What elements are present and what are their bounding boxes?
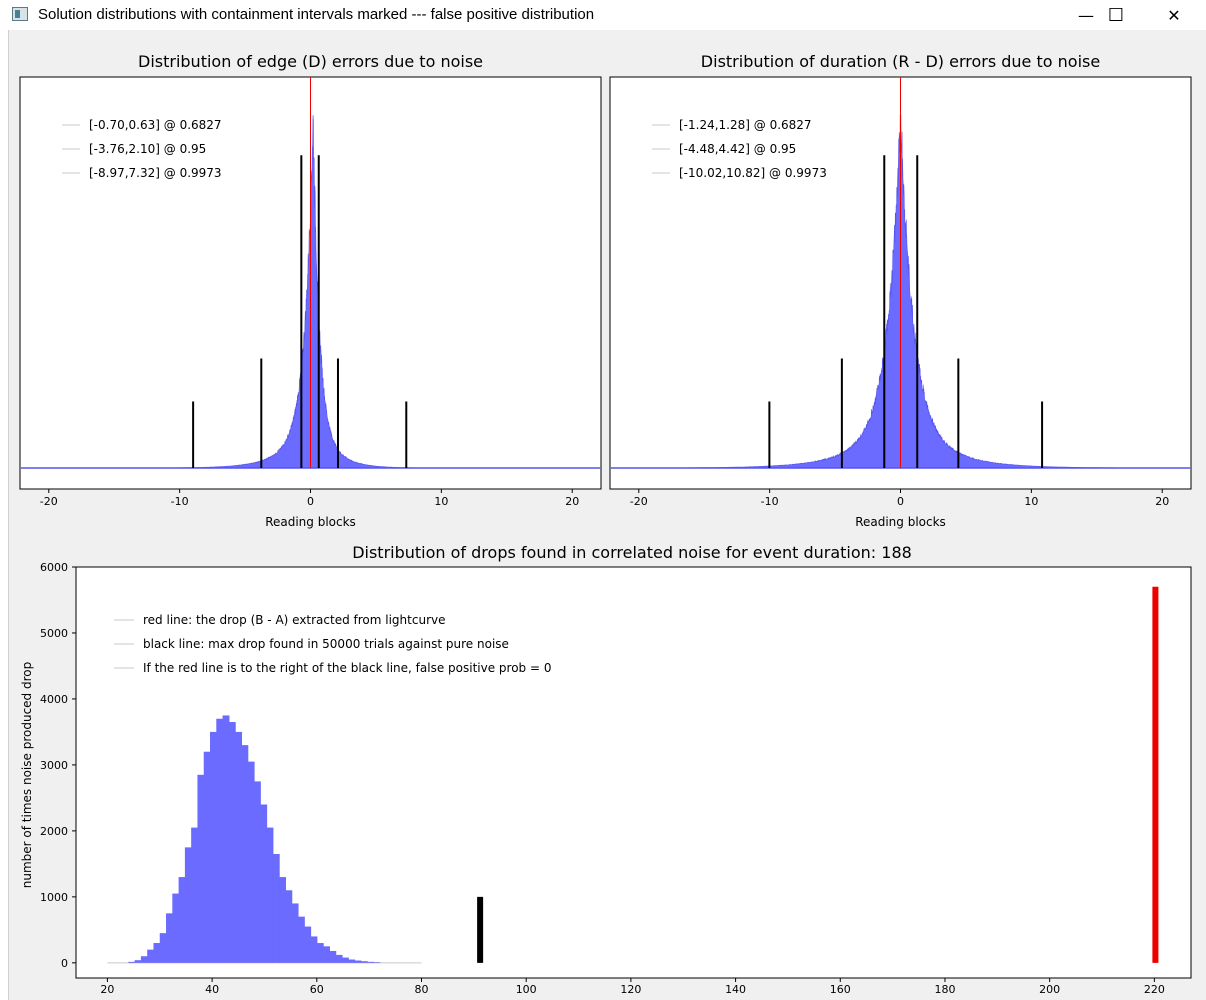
histogram-bar xyxy=(216,718,224,963)
histogram-bar xyxy=(310,936,318,963)
histogram-bar xyxy=(178,877,186,963)
y-tick-label: 3000 xyxy=(40,759,68,772)
y-tick-label: 1000 xyxy=(40,891,68,904)
left-window-edge xyxy=(0,30,9,1000)
histogram-bar xyxy=(272,853,280,963)
x-tick-label: 0 xyxy=(897,495,904,508)
histogram-bar xyxy=(147,949,155,963)
x-axis-label: Reading blocks xyxy=(265,515,356,529)
x-tick-label: 20 xyxy=(1155,495,1169,508)
x-tick-label: 80 xyxy=(414,983,428,996)
histogram-bar xyxy=(184,847,192,963)
chart-title: Distribution of drops found in correlate… xyxy=(352,543,912,562)
x-tick-label: 100 xyxy=(516,983,537,996)
histogram-bar xyxy=(197,774,205,963)
y-tick-label: 6000 xyxy=(40,561,68,574)
false-positive-plot: Distribution of drops found in correlate… xyxy=(20,543,1192,996)
histogram-bar xyxy=(367,961,374,963)
x-tick-label: 180 xyxy=(934,983,955,996)
x-tick-label: 20 xyxy=(565,495,579,508)
histogram-bar xyxy=(140,956,148,963)
histogram-bar xyxy=(153,943,161,963)
x-tick-label: 220 xyxy=(1144,983,1165,996)
legend-entry: [-4.48,4.42] @ 0.95 xyxy=(679,142,796,156)
histogram-bar xyxy=(247,761,255,963)
y-axis-label: number of times noise produced drop xyxy=(20,662,34,888)
close-button[interactable]: ✕ xyxy=(1167,5,1181,25)
x-tick-label: 140 xyxy=(725,983,746,996)
legend-entry: [-10.02,10.82] @ 0.9973 xyxy=(679,166,827,180)
x-axis-label: Reading blocks xyxy=(855,515,946,529)
x-tick-label: -10 xyxy=(761,495,779,508)
maximize-button[interactable]: ☐ xyxy=(1107,4,1125,26)
x-tick-label: 0 xyxy=(307,495,314,508)
histogram-bar xyxy=(235,731,243,963)
histogram-bar xyxy=(191,827,199,963)
chart-title: Distribution of edge (D) errors due to n… xyxy=(138,52,483,71)
duration-error-plot: Distribution of duration (R - D) errors … xyxy=(609,52,1192,529)
histogram-bar xyxy=(260,804,268,963)
x-tick-label: 40 xyxy=(205,983,219,996)
x-tick-label: -20 xyxy=(630,495,648,508)
histogram-bar xyxy=(360,961,368,963)
legend-entry: If the red line is to the right of the b… xyxy=(143,661,551,675)
y-tick-label: 2000 xyxy=(40,825,68,838)
histogram-bar xyxy=(329,950,337,963)
histogram-bar xyxy=(203,751,211,963)
x-tick-label: 120 xyxy=(620,983,641,996)
legend-entry: black line: max drop found in 50000 tria… xyxy=(143,637,509,651)
x-tick-label: 60 xyxy=(310,983,324,996)
histogram-bar xyxy=(348,959,356,963)
x-tick-label: 200 xyxy=(1039,983,1060,996)
histogram-bar xyxy=(159,933,167,963)
title-bar: Solution distributions with containment … xyxy=(0,0,1206,30)
x-tick-label: -20 xyxy=(40,495,58,508)
x-tick-label: 10 xyxy=(1024,495,1038,508)
histogram-bar xyxy=(304,926,312,963)
histogram-bar xyxy=(285,890,293,963)
legend-entry: [-8.97,7.32] @ 0.9973 xyxy=(89,166,222,180)
histogram-bar xyxy=(241,745,249,963)
edge-error-plot: Distribution of edge (D) errors due to n… xyxy=(19,52,602,529)
y-tick-label: 5000 xyxy=(40,627,68,640)
histogram-bar xyxy=(354,960,362,963)
histogram-bar xyxy=(335,954,343,963)
histogram-bar xyxy=(134,960,142,963)
legend-entry: red line: the drop (B - A) extracted fro… xyxy=(143,613,445,627)
histogram-bar xyxy=(228,722,236,963)
histogram-bar xyxy=(266,827,274,963)
legend-entry: [-3.76,2.10] @ 0.95 xyxy=(89,142,206,156)
histogram-bar xyxy=(172,893,180,963)
y-tick-label: 4000 xyxy=(40,693,68,706)
histogram-bar xyxy=(297,916,305,963)
x-tick-label: 20 xyxy=(100,983,114,996)
histogram-bar xyxy=(341,957,349,963)
window-title: Solution distributions with containment … xyxy=(38,6,595,23)
minimize-button[interactable]: — xyxy=(1078,5,1094,25)
x-tick-label: 160 xyxy=(830,983,851,996)
histogram-bar xyxy=(210,731,217,963)
histogram-bar xyxy=(128,961,136,963)
histogram-bar xyxy=(373,962,381,963)
legend-entry: [-1.24,1.28] @ 0.6827 xyxy=(679,118,812,132)
histogram-bar xyxy=(253,781,261,963)
legend-entry: [-0.70,0.63] @ 0.6827 xyxy=(89,118,222,132)
x-tick-label: -10 xyxy=(171,495,189,508)
plots-canvas: Distribution of edge (D) errors due to n… xyxy=(19,52,1192,996)
histogram-bar xyxy=(279,877,286,963)
y-tick-label: 0 xyxy=(61,957,68,970)
histogram-bar xyxy=(316,943,324,963)
x-tick-label: 10 xyxy=(434,495,448,508)
histogram-bar xyxy=(323,946,330,963)
histogram-bar xyxy=(222,715,230,963)
histogram-bar xyxy=(166,913,173,963)
histogram-bar xyxy=(291,903,299,963)
app-icon xyxy=(12,7,28,21)
chart-title: Distribution of duration (R - D) errors … xyxy=(701,52,1100,71)
